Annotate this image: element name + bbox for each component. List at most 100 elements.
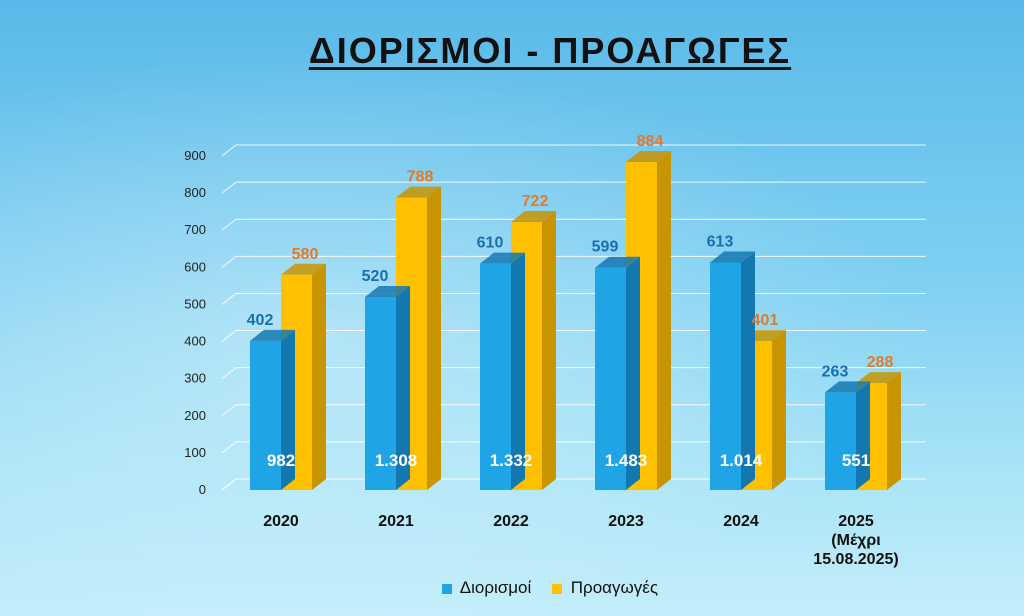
bar-proagoges [396,186,441,490]
y-tick-label: 300 [184,371,206,386]
y-tick-label: 600 [184,259,206,274]
bars [250,150,901,490]
y-tick-label: 0 [199,482,206,497]
y-tick-label: 200 [184,408,206,423]
bar-diorismoi-top [595,256,640,268]
bar-diorismoi-side [511,252,525,490]
bar-proagoges-top [626,150,671,162]
x-tick-label-line: 2025 [838,513,874,530]
bar-diorismoi [710,251,755,490]
bar-diorismoi-side [626,256,640,490]
data-label-proagoges: 884 [637,133,664,150]
bar-diorismoi [595,256,640,490]
legend-label-proagoges: Προαγωγές [570,578,659,597]
x-tick-label-line: 2020 [263,513,299,530]
y-tick-label: 400 [184,334,206,349]
grid-line [221,292,926,305]
x-tick-label-line: 15.08.2025) [813,551,898,568]
total-label: 982 [267,451,295,470]
legend-item-diorismoi[interactable]: Διορισμοί [441,578,532,598]
bar-diorismoi-front [250,340,281,490]
x-tick-label-line: (Μέχρι [831,532,880,549]
data-label-diorismoi: 599 [592,239,619,256]
bar-diorismoi-top [710,251,755,263]
legend-swatch-proagoges [552,583,563,594]
bar-diorismoi-top [825,381,870,393]
x-tick-label-line: 2023 [608,513,644,530]
bar-proagoges-side [427,186,441,490]
bar-proagoges-side [772,330,786,490]
bar-diorismoi-top [365,286,410,298]
bar-proagoges-side [657,150,671,490]
grid-line [221,478,926,491]
bar-diorismoi-front [595,267,626,490]
bar-proagoges-top [396,186,441,198]
bar-diorismoi-side [281,329,295,490]
bar-proagoges-top [511,211,556,223]
data-label-diorismoi: 263 [822,363,849,380]
x-tick-label-line: 2021 [378,513,414,530]
total-label: 1.308 [375,451,418,470]
y-tick-label: 100 [184,445,206,460]
chart-title: ΔΙΟΡΙΣΜΟΙ - ΠΡΟΑΓΩΓΕΣ [308,30,792,71]
bar-proagoges-side [887,372,901,490]
y-tick-label: 700 [184,222,206,237]
legend-item-proagoges[interactable]: Προαγωγές [552,578,658,598]
bar-diorismoi [825,381,870,490]
grid-line [221,367,926,380]
x-tick-label: 2022 [493,513,529,530]
grid-line [221,144,926,157]
bar-diorismoi-top [250,329,295,341]
x-axis-labels: 2020 2021 2022 2023 2024 2025 (Μέχρι 15.08.2025… [263,513,899,568]
bar-diorismoi-front [480,263,511,490]
bar-diorismoi-top [480,252,525,264]
y-tick-label: 500 [184,296,206,311]
y-tick-label: 800 [184,185,206,200]
legend-label-diorismoi: Διορισμοί [459,578,532,597]
bar-diorismoi-side [396,286,410,490]
x-tick-label: 2020 [263,513,299,530]
total-label: 1.483 [605,451,648,470]
grid-line [221,255,926,268]
x-tick-label-line: 2024 [723,513,759,530]
total-label: 1.332 [490,451,533,470]
data-label-proagoges: 401 [752,312,779,329]
data-labels: 402 580 982 520 788 1.308 610 722 1.332 599 884 1.4… [247,133,894,470]
data-label-diorismoi: 610 [477,235,504,252]
grid-line [221,181,926,194]
bar-proagoges-side [312,263,326,490]
x-tick-label: 2021 [378,513,414,530]
grid-line [221,404,926,417]
data-label-diorismoi: 613 [707,234,734,251]
data-label-proagoges: 580 [292,246,319,263]
y-axis-ticks: 0 100 200 300 400 500 600 700 800 900 [184,148,206,497]
bar-diorismoi-side [741,251,755,490]
data-label-diorismoi: 402 [247,312,274,329]
bar-diorismoi-front [365,297,396,490]
bar-diorismoi-side [856,381,870,490]
grid-lines [221,144,926,491]
grid-line [221,218,926,231]
legend-swatch-diorismoi [441,583,452,594]
y-tick-label: 900 [184,148,206,163]
bar-diorismoi [480,252,525,490]
bar-diorismoi [365,286,410,490]
bar-diorismoi-front [710,262,741,490]
data-label-proagoges: 788 [407,169,434,186]
data-label-proagoges: 722 [522,193,549,210]
x-tick-label: 2024 [723,513,759,530]
total-label: 551 [842,451,870,470]
bar-proagoges-side [542,211,556,490]
data-label-diorismoi: 520 [362,268,389,285]
x-tick-label-line: 2022 [493,513,529,530]
bar-diorismoi [250,329,295,490]
x-tick-label: 2023 [608,513,644,530]
data-label-proagoges: 288 [867,354,894,371]
legend: Διορισμοί Προαγωγές [0,578,1024,598]
bar-diorismoi-front [825,392,856,490]
total-label: 1.014 [720,451,763,470]
grid-line [221,441,926,454]
bar-proagoges-top [856,372,901,384]
grid-line [221,330,926,342]
